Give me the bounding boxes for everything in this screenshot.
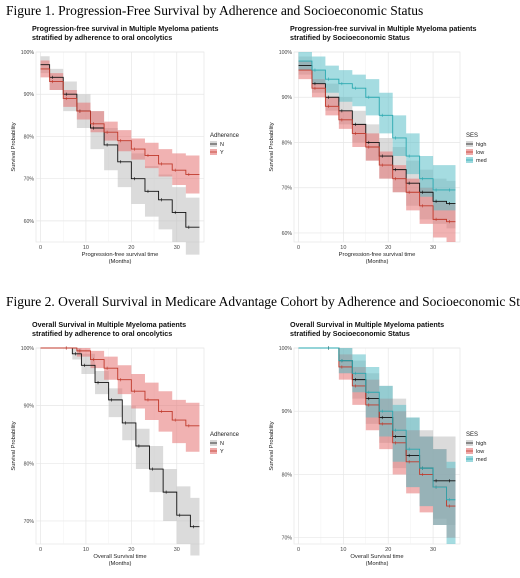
legend-label-Y: Y xyxy=(220,150,224,156)
x-axis-label: Overall Survival time xyxy=(350,554,403,560)
ci-band-Y xyxy=(40,348,200,452)
legend-label-med: med xyxy=(476,158,487,164)
x-tick-label: 30 xyxy=(174,245,180,251)
x-tick-label: 10 xyxy=(83,547,89,553)
chart-pfs-ses: Progression-free survival in Multiple My… xyxy=(269,24,487,265)
figure-2-title: Figure 2. Overall Survival in Medicare A… xyxy=(6,294,520,309)
x-tick-label: 0 xyxy=(297,245,300,251)
x-tick-label: 20 xyxy=(128,547,134,553)
y-axis-label: Survival Probability xyxy=(269,122,275,171)
y-tick-label: 60% xyxy=(282,231,293,237)
x-axis-label: (Months) xyxy=(366,561,389,567)
legend-label-high: high xyxy=(476,441,486,447)
x-tick-label: 0 xyxy=(39,245,42,251)
legend-title: SES xyxy=(466,432,478,438)
legend-label-med: med xyxy=(476,457,487,463)
y-tick-label: 90% xyxy=(282,409,293,415)
y-tick-label: 70% xyxy=(24,519,35,525)
x-axis-label: Progression-free survival time xyxy=(339,252,416,258)
y-tick-label: 70% xyxy=(282,536,293,542)
x-axis-label: (Months) xyxy=(109,561,132,567)
y-tick-label: 90% xyxy=(24,92,35,98)
survival-line-N xyxy=(40,347,200,528)
x-axis-label: Overall Survival time xyxy=(93,554,146,560)
figure-1-title: Figure 1. Progression-Free Survival by A… xyxy=(6,3,424,18)
y-axis-label: Survival Probability xyxy=(11,122,17,171)
legend-title: Adherence xyxy=(210,133,240,139)
y-tick-label: 80% xyxy=(24,461,35,467)
legend-title: SES xyxy=(466,133,478,139)
x-tick-label: 20 xyxy=(385,547,391,553)
survival-line-Y xyxy=(40,68,200,175)
chart-os-ses: Overall Survival in Multiple Myeloma pat… xyxy=(269,320,487,567)
x-tick-label: 10 xyxy=(340,547,346,553)
y-tick-label: 100% xyxy=(21,50,35,56)
y-tick-label: 80% xyxy=(24,134,35,140)
legend-label-low: low xyxy=(476,150,484,156)
x-axis-label: (Months) xyxy=(109,259,132,265)
legend-label-N: N xyxy=(220,142,224,148)
y-tick-label: 60% xyxy=(24,219,35,225)
chart-title-line: Overall Survival in Multiple Myeloma pat… xyxy=(290,320,444,329)
y-tick-label: 90% xyxy=(282,95,293,101)
x-tick-label: 0 xyxy=(39,547,42,553)
chart-pfs-adherence: Progression-free survival in Multiple My… xyxy=(11,24,240,265)
x-tick-label: 10 xyxy=(83,245,89,251)
y-tick-label: 100% xyxy=(279,50,293,56)
legend-label-high: high xyxy=(476,142,486,148)
chart-os-adherence: Overall Survival in Multiple Myeloma pat… xyxy=(11,320,240,567)
survival-line-low xyxy=(298,69,456,223)
legend-title: Adherence xyxy=(210,432,240,438)
survival-line-med xyxy=(298,347,456,501)
legend-label-N: N xyxy=(220,441,224,447)
y-tick-label: 100% xyxy=(279,346,293,352)
chart-title-line: Overall Survival in Multiple Myeloma pat… xyxy=(32,320,186,329)
y-tick-label: 80% xyxy=(282,140,293,146)
legend-label-low: low xyxy=(476,449,484,455)
y-axis-label: Survival Probability xyxy=(269,421,275,470)
ci-band-med xyxy=(298,52,456,211)
y-tick-label: 70% xyxy=(24,177,35,183)
chart-title-line: Progression-free survival in Multiple My… xyxy=(32,24,219,33)
x-tick-label: 20 xyxy=(128,245,134,251)
survival-line-med xyxy=(298,60,456,191)
ci-band-low xyxy=(298,348,456,538)
x-tick-label: 30 xyxy=(430,245,436,251)
y-tick-label: 100% xyxy=(21,346,35,352)
x-tick-label: 20 xyxy=(385,245,391,251)
y-tick-label: 80% xyxy=(282,472,293,478)
x-axis-label: Progression-free survival time xyxy=(82,252,159,258)
chart-title-line: stratified by Socioeconomic Status xyxy=(290,329,410,338)
chart-title-line: stratified by adherence to oral oncolyti… xyxy=(32,33,172,42)
x-tick-label: 10 xyxy=(340,245,346,251)
x-tick-label: 30 xyxy=(430,547,436,553)
chart-title-line: stratified by Socioeconomic Status xyxy=(290,33,410,42)
chart-title-line: Progression-free survival in Multiple My… xyxy=(290,24,477,33)
x-tick-label: 30 xyxy=(174,547,180,553)
ci-band-med xyxy=(298,348,456,544)
y-tick-label: 70% xyxy=(282,186,293,192)
chart-title-line: stratified by adherence to oral oncolyti… xyxy=(32,329,172,338)
y-tick-label: 90% xyxy=(24,404,35,410)
y-axis-label: Survival Probability xyxy=(11,421,17,470)
legend-label-Y: Y xyxy=(220,449,224,455)
survival-line-Y xyxy=(40,347,200,427)
x-tick-label: 0 xyxy=(297,547,300,553)
ci-band-Y xyxy=(40,60,200,194)
x-axis-label: (Months) xyxy=(366,259,389,265)
